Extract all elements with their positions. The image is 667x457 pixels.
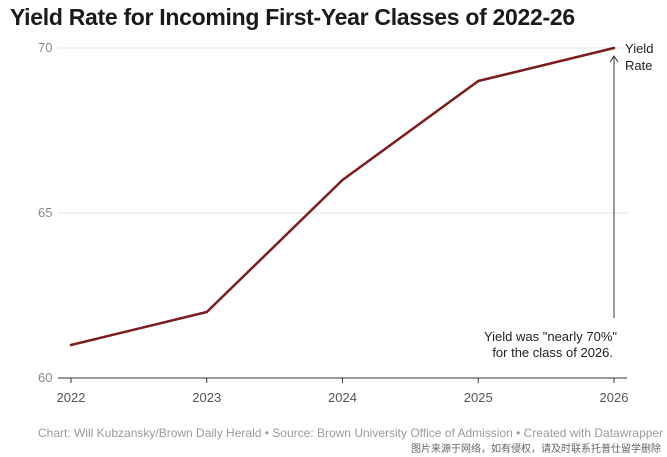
data-point bbox=[477, 79, 480, 83]
y-tick-label: 65 bbox=[38, 205, 52, 220]
x-tick-label: 2025 bbox=[464, 390, 493, 405]
series-lines bbox=[69, 46, 616, 347]
x-axis-labels: 2022 2023 2024 2025 2026 bbox=[57, 390, 629, 405]
annotation-note-line-1: Yield was "nearly 70%" bbox=[484, 329, 617, 344]
series-label-yield: Yield bbox=[625, 41, 653, 56]
data-point bbox=[205, 310, 208, 314]
annotation-arrow-head bbox=[609, 55, 619, 63]
data-point bbox=[341, 178, 344, 182]
series-line-0 bbox=[69, 46, 616, 347]
x-tick-label: 2022 bbox=[57, 390, 86, 405]
x-axis bbox=[58, 377, 627, 383]
data-point bbox=[69, 343, 73, 347]
x-tick-label: 2024 bbox=[328, 390, 357, 405]
watermark: 图片来源于网络，如有侵权，请及时联系托普仕留学删除 bbox=[411, 444, 661, 455]
gridlines bbox=[58, 47, 627, 214]
series-label-rate: Rate bbox=[625, 58, 652, 73]
annotation-note-line-2: for the class of 2026. bbox=[492, 345, 613, 360]
y-tick-label: 60 bbox=[38, 370, 52, 385]
annotations: Yield Rate Yield was "nearly 70%" for th… bbox=[484, 41, 653, 360]
y-tick-label: 70 bbox=[38, 40, 52, 55]
x-tick-label: 2026 bbox=[600, 390, 629, 405]
data-point bbox=[612, 46, 616, 50]
chart-footer: Chart: Will Kubzansky/Brown Daily Herald… bbox=[38, 426, 664, 440]
x-tick-label: 2023 bbox=[192, 390, 221, 405]
chart-title: Yield Rate for Incoming First-Year Class… bbox=[10, 4, 575, 30]
y-axis-labels: 70 65 60 bbox=[38, 40, 52, 385]
